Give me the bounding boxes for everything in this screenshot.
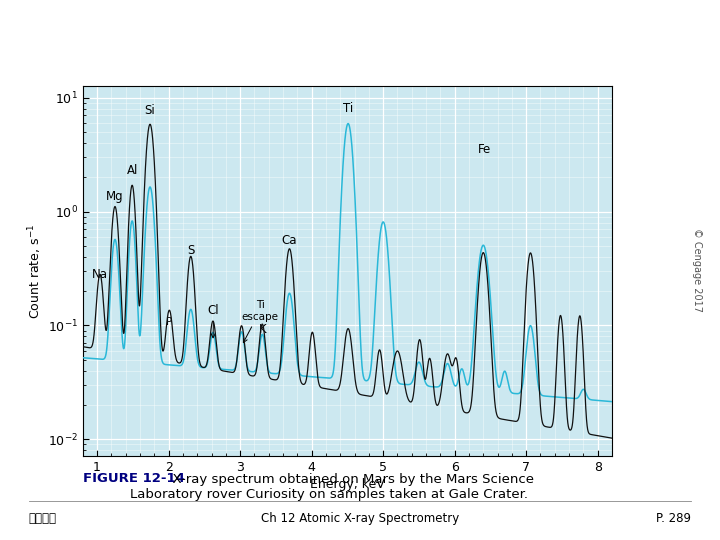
Text: Laboratory rover Curiosity on samples taken at Gale Crater.: Laboratory rover Curiosity on samples ta… [130, 488, 528, 501]
Text: 欧亚书局: 欧亚书局 [29, 512, 57, 525]
Text: P. 289: P. 289 [656, 512, 691, 525]
Text: Na: Na [92, 268, 108, 281]
Y-axis label: Count rate, s$^{-1}$: Count rate, s$^{-1}$ [26, 224, 44, 319]
Text: Si: Si [145, 104, 156, 117]
Text: Ti
escape: Ti escape [242, 300, 279, 342]
Text: S: S [187, 244, 194, 257]
Text: X-ray spectrum obtained on Mars by the Mars Science: X-ray spectrum obtained on Mars by the M… [164, 472, 534, 485]
Text: Ca: Ca [282, 234, 297, 247]
Text: P: P [166, 317, 173, 327]
Text: Al: Al [127, 164, 138, 177]
X-axis label: Energy, keV: Energy, keV [310, 478, 384, 491]
Text: Mg: Mg [105, 191, 123, 204]
Text: FIGURE 12-14: FIGURE 12-14 [83, 472, 184, 485]
Text: © Cengage 2017: © Cengage 2017 [692, 228, 702, 312]
Text: Ti: Ti [343, 103, 354, 116]
Text: Ch 12 Atomic X-ray Spectrometry: Ch 12 Atomic X-ray Spectrometry [261, 512, 459, 525]
Text: Fe: Fe [478, 143, 491, 156]
Text: K: K [258, 323, 266, 336]
Text: Cl: Cl [208, 304, 220, 338]
